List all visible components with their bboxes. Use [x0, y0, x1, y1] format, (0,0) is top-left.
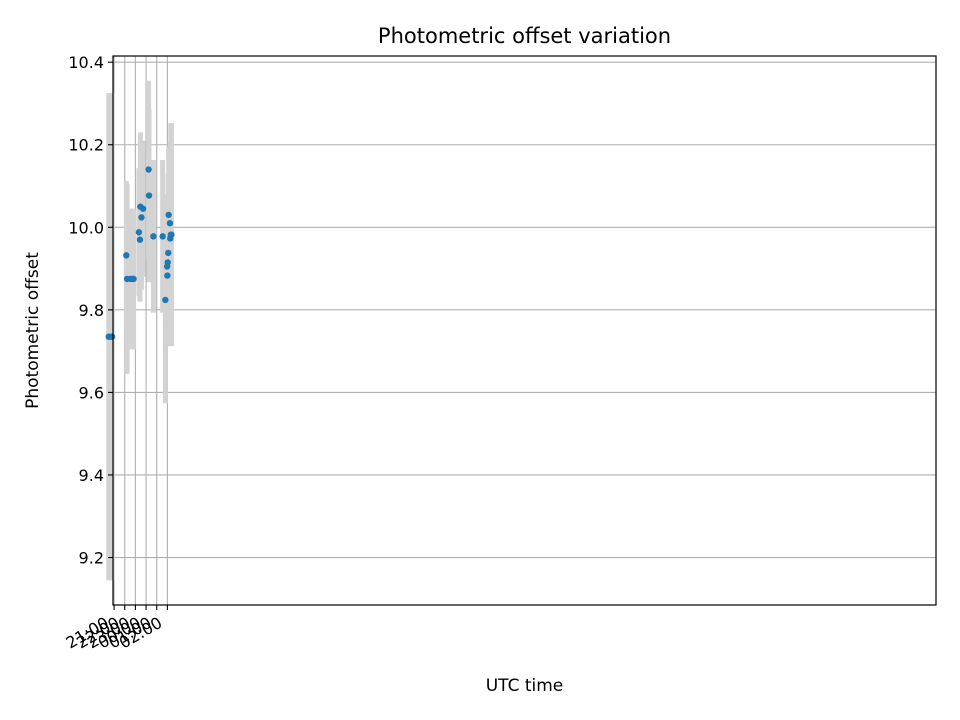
data-point [123, 252, 130, 259]
data-point [165, 249, 172, 257]
y-tick-label: 10.4 [68, 53, 104, 72]
data-point [135, 229, 143, 236]
data-point [165, 211, 172, 219]
chart-title: Photometric offset variation [378, 24, 671, 48]
data-points [105, 166, 175, 340]
data-point [145, 166, 152, 173]
data-point [164, 259, 171, 266]
data-point [168, 231, 175, 238]
data-point [108, 333, 116, 340]
data-point [150, 233, 157, 240]
data-point [166, 219, 174, 227]
data-point [164, 272, 171, 279]
data-point [130, 275, 137, 283]
data-point [138, 214, 145, 221]
y-tick-label: 10.0 [68, 218, 104, 237]
y-axis-title: Photometric offset [23, 252, 43, 409]
data-point [159, 233, 166, 240]
plot-frame [112, 55, 937, 606]
data-point [136, 236, 144, 243]
y-tick-label: 9.8 [79, 301, 104, 320]
data-point [162, 296, 169, 304]
y-tick-label: 9.4 [79, 466, 104, 485]
y-tick-label: 9.2 [79, 549, 104, 568]
data-point [145, 192, 153, 199]
y-tick-label: 9.6 [79, 383, 104, 402]
x-axis-title: UTC time [486, 676, 564, 696]
data-point [139, 205, 147, 212]
y-tick-label: 10.2 [68, 136, 104, 155]
axis-ticks: 21:0022:0023:0000:0001:0002:009.29.49.69… [63, 53, 168, 653]
